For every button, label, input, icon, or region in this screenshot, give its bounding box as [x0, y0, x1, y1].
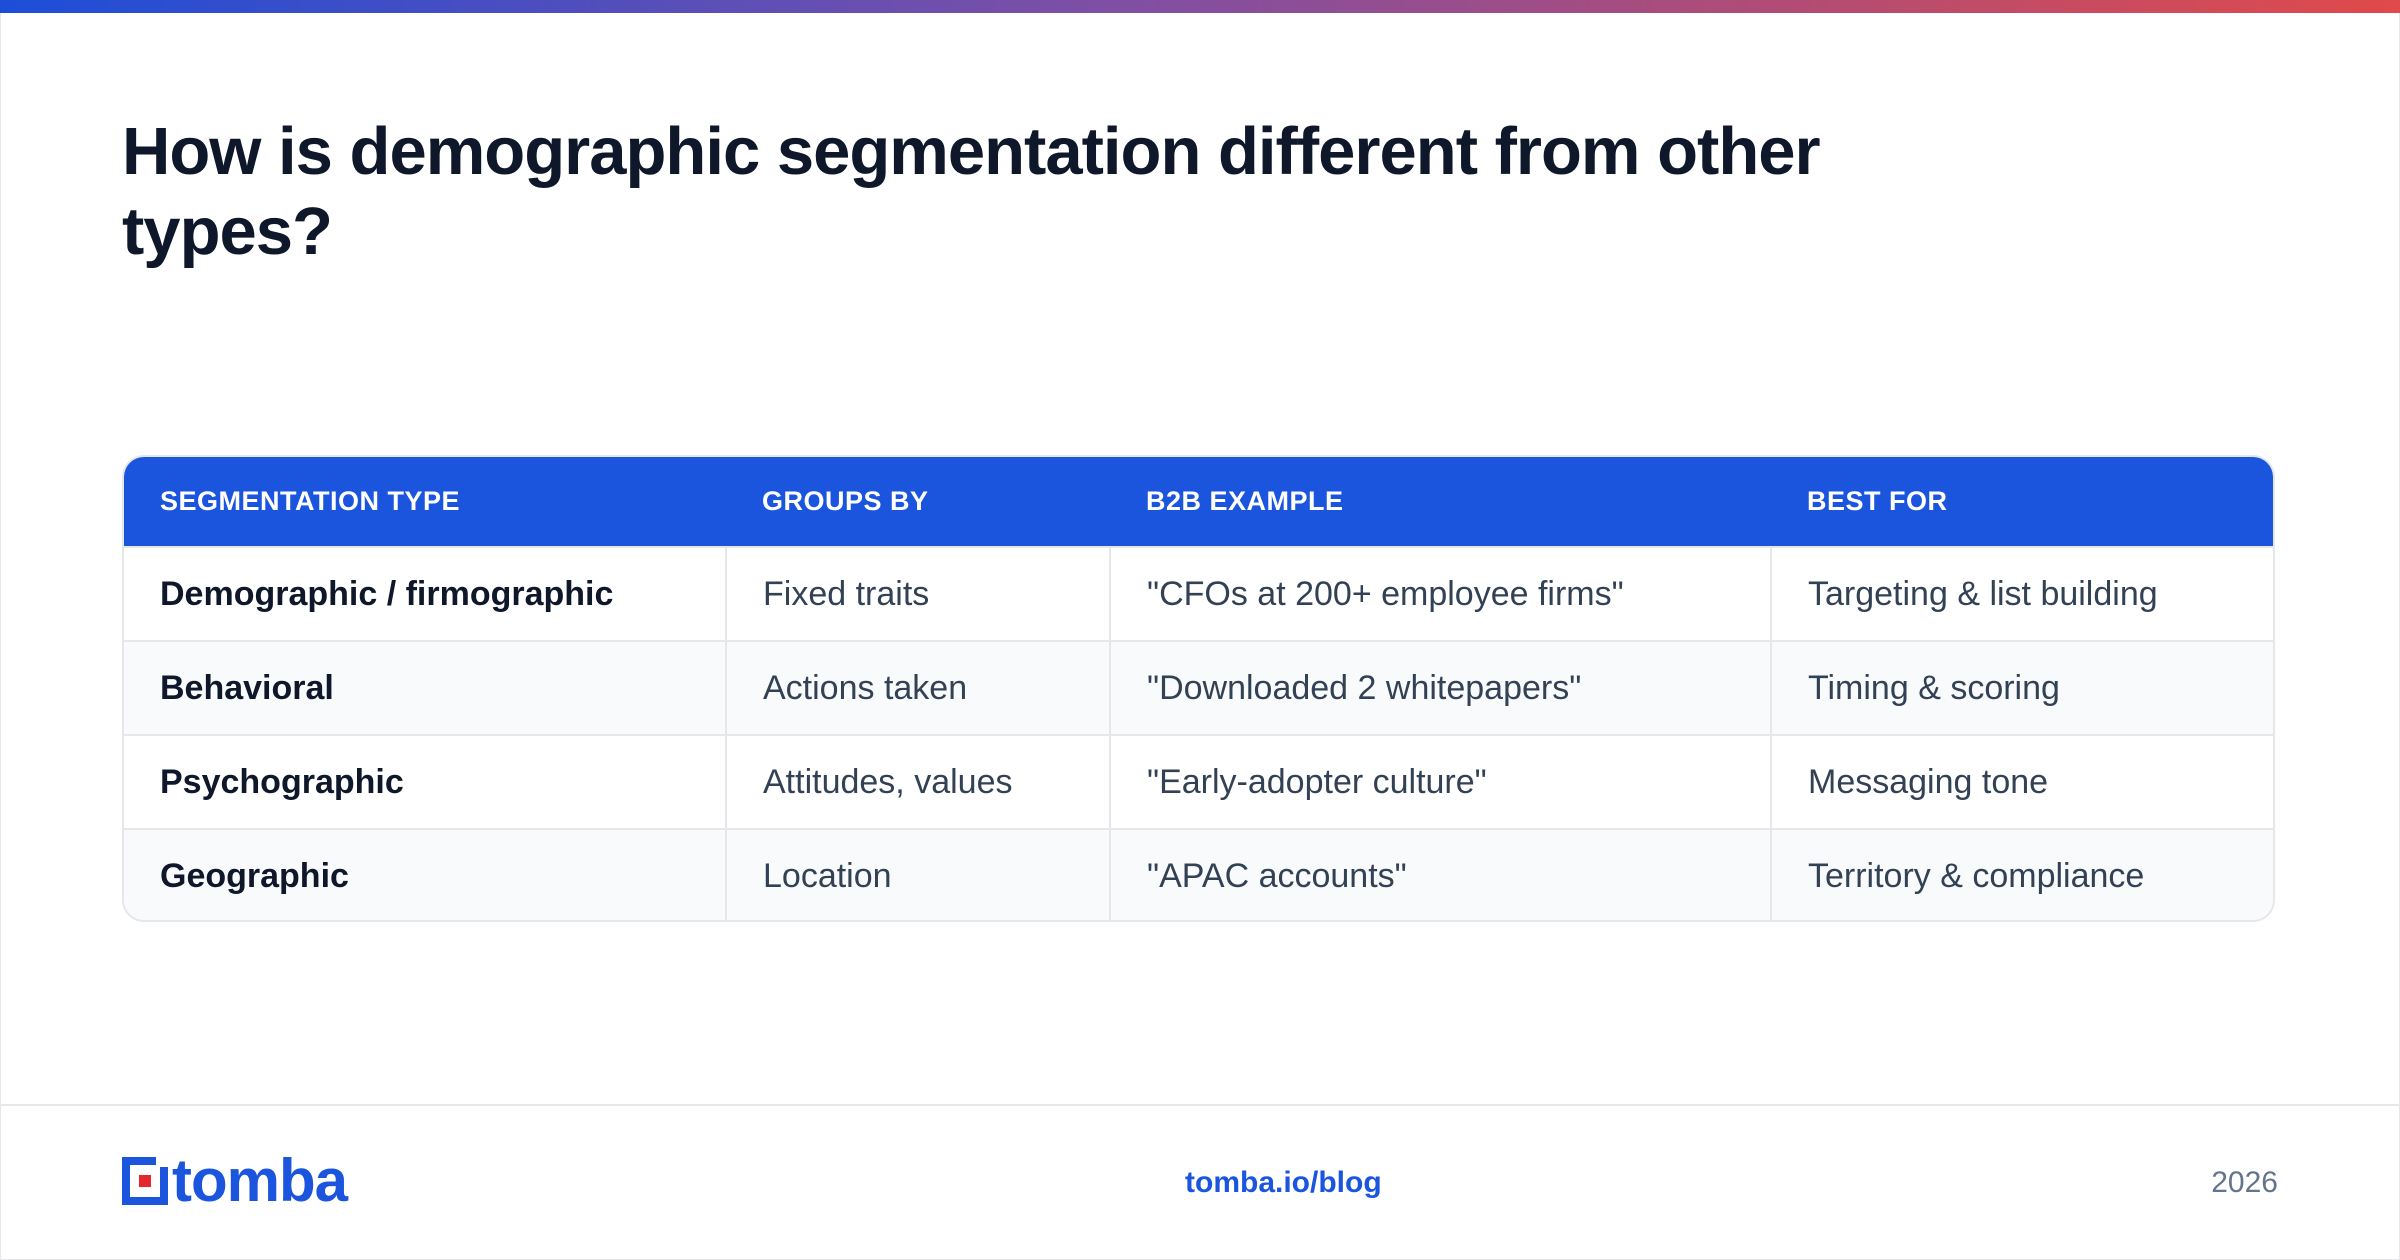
- tomba-logo[interactable]: tomba: [122, 1147, 348, 1214]
- logo-text: tomba: [172, 1147, 348, 1214]
- footer-year: 2026: [2211, 1166, 2278, 1199]
- cell-b2b-example: "APAC accounts": [1109, 828, 1771, 920]
- footer-divider: [0, 1104, 2400, 1106]
- cell-segmentation-type: Behavioral: [124, 640, 726, 735]
- blog-link[interactable]: tomba.io/blog: [1185, 1166, 1382, 1199]
- cell-best-for: Territory & compliance: [1770, 828, 2273, 920]
- header-best-for: BEST FOR: [1807, 486, 1948, 516]
- table-row: Behavioral Actions taken "Downloaded 2 w…: [124, 640, 2273, 735]
- header-segmentation-type: SEGMENTATION TYPE: [160, 486, 461, 516]
- table-row: Geographic Location "APAC accounts" Terr…: [124, 828, 2273, 920]
- comparison-table: SEGMENTATION TYPE GROUPS BY B2B EXAMPLE …: [122, 455, 2275, 922]
- header-groups-by: GROUPS BY: [762, 486, 929, 516]
- cell-segmentation-type: Psychographic: [124, 734, 726, 829]
- cell-segmentation-type: Geographic: [124, 828, 726, 920]
- cell-groups-by: Attitudes, values: [725, 734, 1110, 829]
- page-title: How is demographic segmentation differen…: [122, 114, 1821, 269]
- cell-groups-by: Actions taken: [725, 640, 1110, 735]
- cell-b2b-example: "Early-adopter culture": [1109, 734, 1771, 829]
- cell-groups-by: Location: [725, 828, 1110, 920]
- cell-best-for: Timing & scoring: [1770, 640, 2273, 735]
- gradient-top-bar: [0, 0, 2400, 13]
- header-b2b-example: B2B EXAMPLE: [1146, 486, 1344, 516]
- table-row: Psychographic Attitudes, values "Early-a…: [124, 734, 2273, 829]
- cell-b2b-example: "Downloaded 2 whitepapers": [1109, 640, 1771, 735]
- table-header-row: SEGMENTATION TYPE GROUPS BY B2B EXAMPLE …: [124, 457, 2273, 547]
- cell-b2b-example: "CFOs at 200+ employee firms": [1109, 546, 1771, 641]
- cell-best-for: Messaging tone: [1770, 734, 2273, 829]
- cell-best-for: Targeting & list building: [1770, 546, 2273, 641]
- tomba-logo-icon: [122, 1157, 168, 1205]
- table-row: Demographic / firmographic Fixed traits …: [124, 546, 2273, 641]
- cell-segmentation-type: Demographic / firmographic: [124, 546, 726, 641]
- cell-groups-by: Fixed traits: [725, 546, 1110, 641]
